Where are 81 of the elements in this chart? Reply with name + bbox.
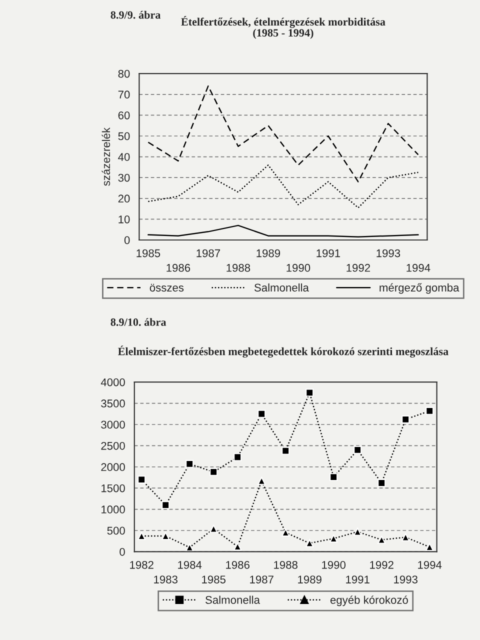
point [306, 539, 314, 548]
point [186, 460, 194, 468]
y-tick-label: 40 [118, 153, 130, 161]
x-tick-label: 1990 [322, 561, 346, 569]
point [330, 534, 338, 543]
x-tick-label: 1986 [166, 264, 190, 272]
point [162, 532, 170, 540]
y-tick-label: 2500 [101, 442, 125, 450]
y-tick-label: 30 [118, 174, 130, 182]
x-tick-label: 1985 [136, 249, 160, 258]
y-tick-label: 0 [120, 548, 125, 556]
line-series [148, 85, 419, 182]
x-tick-label: 1984 [178, 561, 202, 569]
legend-label: mérgező gomba [380, 283, 460, 294]
point [162, 501, 170, 510]
x-tick-label: 1988 [226, 264, 250, 272]
point [402, 415, 410, 424]
point [258, 476, 266, 485]
y-tick-label: 20 [118, 194, 130, 203]
y-tick-label: 3500 [101, 400, 125, 408]
y-tick-label: 50 [118, 132, 130, 140]
x-tick-label: 1985 [202, 576, 226, 584]
x-tick-label: 1988 [274, 561, 298, 569]
x-tick-label: 1986 [226, 561, 250, 569]
x-tick-label: 1990 [286, 264, 310, 272]
legend-label: Salmonella [206, 596, 260, 604]
x-tick-label: 1983 [154, 576, 178, 584]
point [426, 543, 434, 552]
x-tick-label: 1992 [370, 561, 394, 569]
text: 8.9/9. ábra [110, 10, 161, 19]
x-tick-label: 1987 [250, 576, 274, 584]
x-tick-label: 1991 [316, 249, 340, 258]
legend-label: Salmonella [254, 283, 309, 292]
x-tick-label: 1993 [394, 576, 418, 584]
y-tick-label: 70 [118, 90, 130, 99]
point [378, 536, 386, 544]
y-tick-label: 80 [118, 70, 130, 78]
y-tick-label: 10 [118, 215, 130, 224]
y-tick-label: 60 [118, 111, 130, 120]
text: 8.9/10. ábra [110, 318, 166, 326]
point [378, 479, 386, 487]
point [258, 410, 266, 418]
point [186, 543, 194, 552]
y-tick-label: 4000 [100, 378, 125, 386]
x-tick-label: 1989 [298, 576, 322, 584]
point [210, 524, 218, 533]
point [282, 528, 290, 537]
y-tick-label: 500 [107, 526, 125, 535]
x-tick-label: 1982 [130, 561, 154, 569]
y-axis-title: százezrelék [102, 127, 110, 186]
legend-label: összes [150, 284, 184, 292]
chart-subtitle: (1985 - 1994) [253, 28, 314, 39]
y-tick-label: 1500 [102, 484, 125, 492]
point [138, 532, 146, 540]
y-tick-label: 3000 [101, 420, 125, 429]
point [426, 406, 434, 415]
point [354, 446, 362, 454]
x-tick-label: 1991 [346, 576, 370, 584]
y-tick-label: 0 [124, 236, 130, 244]
x-tick-label: 1993 [376, 249, 400, 258]
point [282, 446, 290, 455]
chart-title: Ételfertőzések, ételmérgezések morbiditása [181, 16, 386, 28]
point [234, 453, 242, 462]
point [354, 528, 362, 536]
point [330, 473, 338, 482]
x-tick-label: 1994 [418, 561, 442, 569]
x-tick-label: 1994 [406, 264, 430, 272]
point [210, 468, 218, 476]
legend-label: egyéb kórokozó [330, 596, 408, 606]
point [234, 542, 242, 551]
chart-title: Élelmiszer-fertőzésben megbetegedettek kórokozó szerinti megoszlása [118, 346, 448, 358]
point [402, 533, 410, 542]
line-series [148, 164, 419, 208]
y-tick-label: 1000 [102, 506, 125, 514]
point [138, 476, 146, 484]
x-tick-label: 1989 [256, 249, 280, 258]
point [306, 388, 314, 397]
y-tick-label: 2000 [101, 463, 125, 472]
x-tick-label: 1987 [196, 249, 220, 258]
line-series [148, 224, 419, 238]
x-tick-label: 1992 [346, 264, 370, 272]
